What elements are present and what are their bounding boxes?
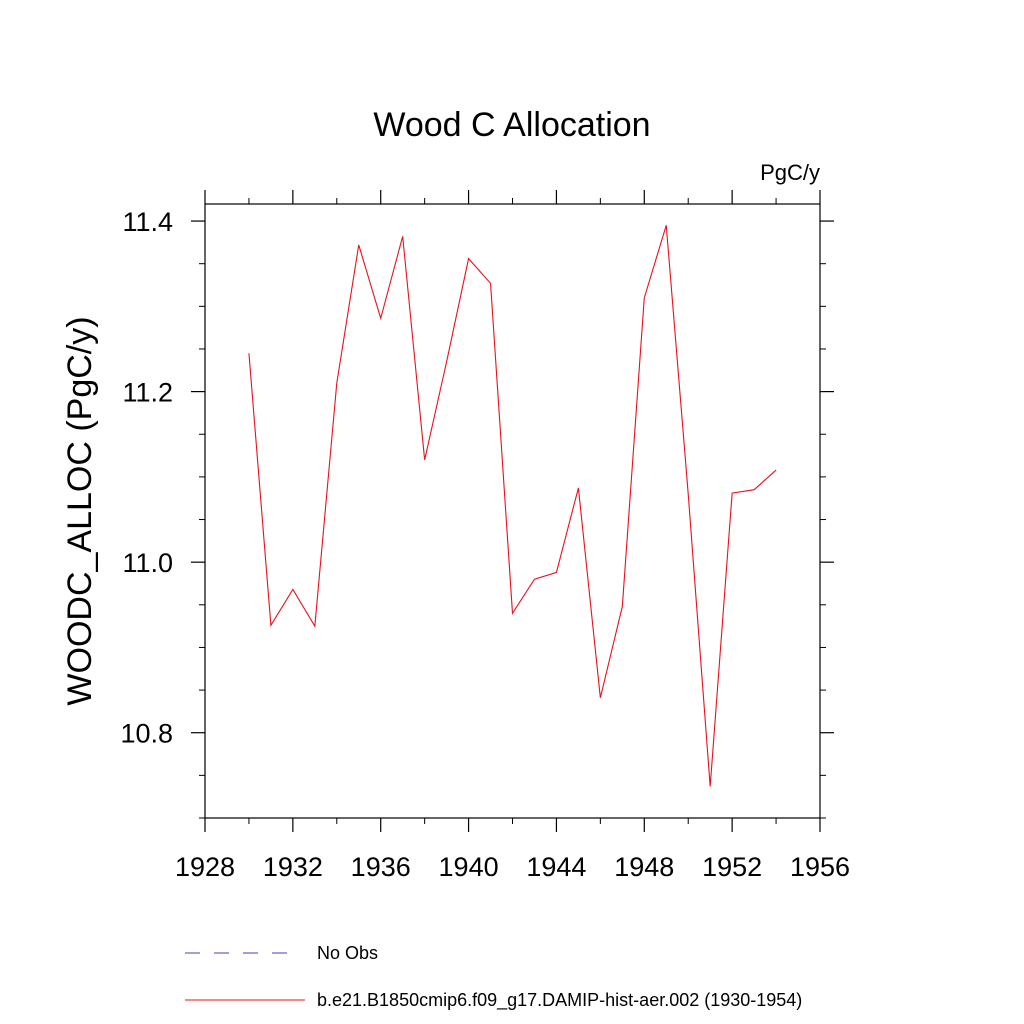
x-tick-label: 1948 [614,852,674,882]
chart-title: Wood C Allocation [373,106,650,144]
y-axis-label: WOODC_ALLOC (PgC/y) [61,316,99,705]
x-tick-label: 1928 [175,852,235,882]
major-ticks [191,190,834,832]
x-tick-labels: 1928 1932 1936 1940 1944 1948 1952 1956 [175,852,850,882]
legend-label-series: b.e21.B1850cmip6.f09_g17.DAMIP-hist-aer.… [317,990,802,1011]
units-label: PgC/y [760,160,820,185]
minor-ticks [199,198,826,824]
y-tick-labels: 10.8 11.0 11.2 11.4 [120,207,173,749]
x-tick-label: 1940 [439,852,499,882]
legend-label-no-obs: No Obs [317,943,378,963]
y-tick-label: 10.8 [120,719,173,749]
legend: No Obs b.e21.B1850cmip6.f09_g17.DAMIP-hi… [185,943,802,1011]
y-tick-label: 11.4 [122,207,173,237]
series-line [248,225,777,787]
series-group [248,225,777,787]
x-tick-label: 1944 [526,852,586,882]
x-tick-label: 1956 [790,852,850,882]
y-tick-label: 11.0 [122,548,173,578]
y-tick-label: 11.2 [122,378,173,408]
x-tick-label: 1932 [263,852,323,882]
x-tick-label: 1952 [702,852,762,882]
plot-frame [204,203,821,819]
x-tick-label: 1936 [351,852,411,882]
